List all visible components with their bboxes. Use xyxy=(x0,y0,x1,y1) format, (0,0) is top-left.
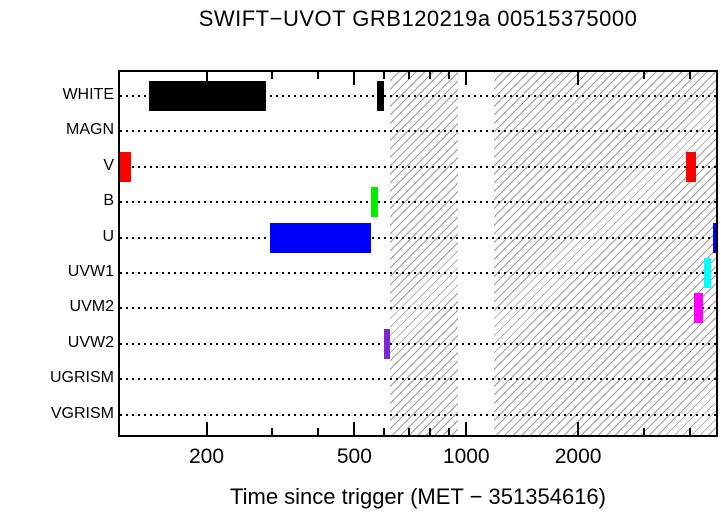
exposure-bar-white xyxy=(376,81,384,111)
plot-area xyxy=(118,70,718,437)
x-tick xyxy=(205,72,208,85)
hatched-region xyxy=(390,72,458,435)
row-gridline xyxy=(120,378,716,381)
y-axis-label-uvw1: UVW1 xyxy=(67,263,114,280)
x-tick xyxy=(577,422,580,435)
exposure-bar-v xyxy=(120,151,131,182)
x-tick xyxy=(353,422,356,435)
x-tick xyxy=(688,72,691,79)
x-tick xyxy=(317,72,320,79)
x-tick-label: 1000 xyxy=(442,445,490,468)
x-tick-label: 200 xyxy=(188,445,225,468)
x-tick xyxy=(642,428,645,435)
x-tick xyxy=(429,72,432,79)
x-tick xyxy=(205,422,208,435)
exposure-bar-uvm2 xyxy=(693,293,703,324)
row-gridline xyxy=(120,165,716,168)
x-tick xyxy=(429,428,432,435)
row-gridline xyxy=(120,236,716,239)
y-axis-label-white: WHITE xyxy=(62,86,114,103)
y-axis-label-uvm2: UVM2 xyxy=(69,298,114,316)
x-tick xyxy=(688,428,691,435)
exposure-bar-v xyxy=(685,151,696,182)
exposure-bar-u xyxy=(712,222,716,253)
exposure-bar-uvw2 xyxy=(383,328,391,359)
row-gridline xyxy=(120,272,716,274)
x-tick xyxy=(382,72,385,79)
x-tick-label: 2000 xyxy=(554,445,602,468)
y-axis-label-magn: MAGN xyxy=(66,121,114,139)
y-axis-label-b: B xyxy=(103,192,114,210)
exposure-bar-white xyxy=(148,81,267,111)
row-gridline xyxy=(120,307,716,310)
row-gridline xyxy=(120,342,716,345)
x-tick xyxy=(382,428,385,435)
y-axis-label-uvw2: UVW2 xyxy=(67,333,114,351)
y-axis-label-u: U xyxy=(102,227,114,245)
x-axis-title: Time since trigger (MET − 351354616) xyxy=(229,484,606,509)
x-tick xyxy=(270,428,273,435)
x-tick xyxy=(317,428,320,435)
x-tick xyxy=(270,72,273,79)
y-axis-label-vgrism: VGRISM xyxy=(50,404,114,422)
x-tick xyxy=(642,72,645,79)
x-tick xyxy=(407,428,410,435)
exposure-bar-u xyxy=(270,222,372,253)
chart-title: SWIFT−UVOT GRB120219a 00515375000 xyxy=(198,6,638,31)
hatched-region xyxy=(494,72,716,435)
x-tick xyxy=(465,422,468,435)
exposure-bar-b xyxy=(371,187,378,218)
row-gridline xyxy=(120,130,716,133)
x-tick xyxy=(448,428,451,435)
x-tick xyxy=(577,72,580,85)
y-axis-label-ugrism: UGRISM xyxy=(50,369,114,387)
x-tick xyxy=(407,72,410,79)
x-tick xyxy=(448,72,451,79)
row-gridline xyxy=(120,95,716,97)
exposure-bar-uvw1 xyxy=(703,258,712,288)
row-gridline xyxy=(120,201,716,204)
x-tick xyxy=(353,72,356,85)
row-gridline xyxy=(120,413,716,416)
x-tick xyxy=(465,72,468,85)
y-axis-label-v: V xyxy=(103,156,114,174)
x-tick-label: 500 xyxy=(336,445,372,468)
